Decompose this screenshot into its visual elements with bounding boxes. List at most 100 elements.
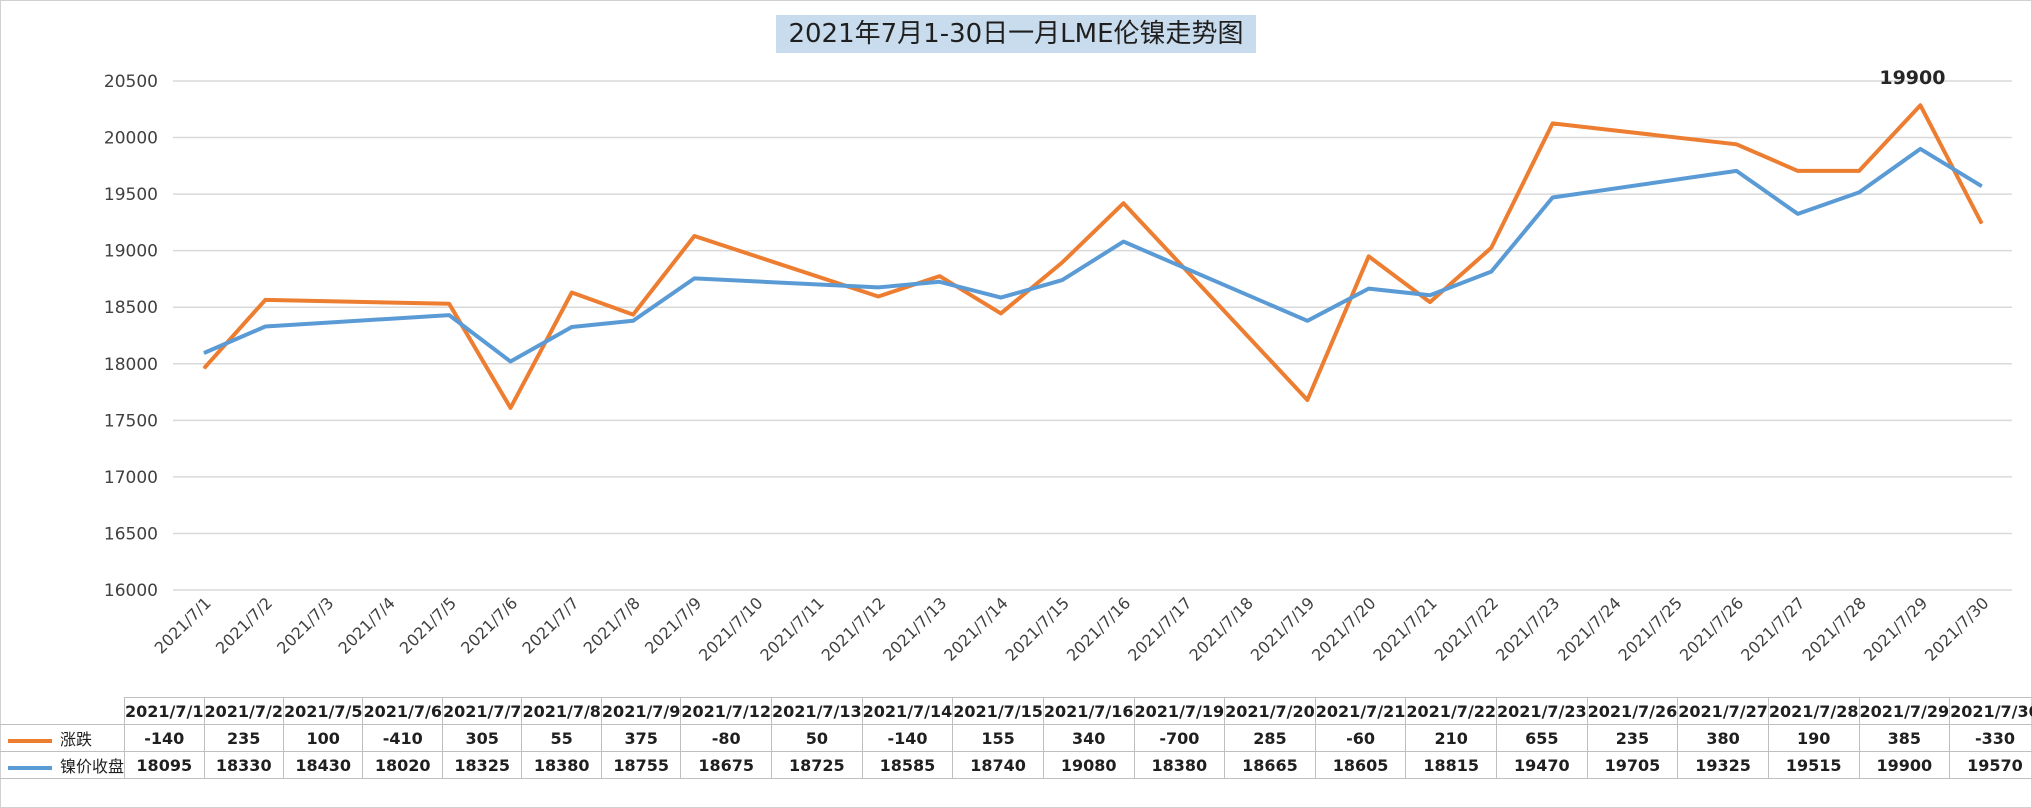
table-cell: 18605	[1314, 751, 1407, 779]
table-date-cell: 2021/7/23	[1496, 697, 1588, 725]
table-cell: 18675	[680, 751, 773, 779]
data-point	[510, 407, 511, 409]
table-cell: 50	[771, 724, 863, 752]
data-point	[571, 292, 573, 294]
table-date-cell: 2021/7/12	[680, 697, 773, 725]
series-line	[203, 146, 1983, 364]
table-cell: 18325	[441, 751, 523, 779]
data-point	[693, 235, 695, 237]
x-tick-label: 2021/7/30	[1921, 593, 1992, 664]
table-cell: 19705	[1586, 751, 1679, 779]
x-tick-label: 2021/7/27	[1737, 593, 1808, 664]
y-tick-label: 16500	[104, 524, 158, 544]
data-point	[1368, 288, 1370, 290]
series-line	[202, 103, 1984, 410]
table-cell: -140	[124, 724, 205, 752]
y-tick-label: 17000	[104, 468, 158, 488]
x-tick-label: 2021/7/15	[1002, 593, 1073, 664]
data-point	[1061, 262, 1063, 264]
x-tick-label: 2021/7/16	[1063, 593, 1134, 664]
table-cell: 18740	[952, 751, 1044, 779]
grid-lines	[173, 80, 2012, 591]
data-point	[1429, 301, 1431, 303]
legend-swatch	[8, 738, 52, 743]
data-table: 2021/7/1 2021/7/2 2021/7/5 2021/7/6 2021/7/7…	[0, 697, 2032, 779]
data-point	[448, 303, 450, 305]
data-point	[1981, 185, 1983, 187]
table-cell: -80	[680, 724, 773, 752]
table-cell: 18755	[600, 751, 682, 779]
x-tick-label: 2021/7/26	[1676, 593, 1747, 664]
y-tick-label: 20500	[104, 72, 158, 92]
data-point	[1736, 143, 1737, 145]
legend-label: 镍价收盘	[60, 757, 125, 776]
data-point	[264, 299, 266, 301]
data-point	[1919, 104, 1921, 106]
data-point	[939, 281, 941, 283]
y-tick-label: 19000	[104, 242, 158, 262]
data-point	[571, 326, 573, 328]
data-point	[1797, 170, 1799, 172]
data-point	[1000, 312, 1002, 314]
table-date-cell: 2021/7/14	[861, 697, 954, 725]
data-point	[1981, 223, 1983, 225]
table-cell: 55	[521, 724, 602, 752]
data-point	[1858, 191, 1860, 193]
table-cell: -140	[861, 724, 954, 752]
y-tick-label: 16000	[104, 581, 158, 601]
x-tick-label: 2021/7/18	[1185, 593, 1256, 664]
x-tick-label: 2021/7/2	[212, 593, 276, 657]
table-date-cell: 2021/7/16	[1042, 697, 1135, 725]
table-cell: 18585	[861, 751, 954, 779]
x-tick-label: 2021/7/24	[1553, 593, 1624, 664]
table-cell: -410	[362, 724, 443, 752]
annotations: 19900	[1879, 67, 1945, 89]
table-date-cell: 2021/7/5	[282, 697, 364, 725]
table-header-row: 2021/7/1 2021/7/2 2021/7/5 2021/7/6 2021/7/7…	[0, 697, 2032, 725]
table-cell: 19325	[1677, 751, 1769, 779]
table-cell: 19080	[1042, 751, 1135, 779]
table-cell: 210	[1405, 724, 1498, 752]
table-cell: 18725	[771, 751, 863, 779]
table-date-cell: 2021/7/9	[600, 697, 682, 725]
data-point	[632, 320, 634, 322]
table-cell: 655	[1496, 724, 1588, 752]
x-tick-label: 2021/7/8	[580, 593, 644, 657]
x-tick-label: 2021/7/20	[1308, 593, 1379, 664]
data-point	[1552, 197, 1554, 199]
chart-title: 2021年7月1-30日一月LME伦镍走势图	[776, 15, 1256, 53]
table-date-cell: 2021/7/22	[1405, 697, 1498, 725]
data-point	[1123, 202, 1124, 204]
x-tick-label: 2021/7/25	[1615, 593, 1686, 664]
data-point	[1490, 271, 1492, 273]
x-tick-label: 2021/7/12	[818, 593, 889, 664]
table-cell: 305	[441, 724, 523, 752]
data-point	[1306, 320, 1308, 322]
table-date-cell: 2021/7/6	[362, 697, 443, 725]
table-cell: 19515	[1767, 751, 1860, 779]
data-point	[448, 314, 450, 316]
table-date-cell: 2021/7/20	[1224, 697, 1316, 725]
data-point	[510, 361, 511, 363]
data-point	[203, 367, 205, 369]
table-date-cell: 2021/7/28	[1767, 697, 1860, 725]
data-point	[1429, 294, 1431, 296]
x-tick-label: 2021/7/17	[1124, 593, 1195, 664]
x-tick-label: 2021/7/13	[879, 593, 950, 664]
series-lines	[202, 103, 1984, 410]
table-date-cell: 2021/7/1	[124, 697, 205, 725]
data-point	[1000, 297, 1002, 299]
table-date-cell: 2021/7/2	[203, 697, 284, 725]
data-point	[1306, 399, 1308, 401]
y-tick-label: 19500	[104, 185, 158, 205]
table-row: 镍价收盘 18095 18330 18430 18020 18325 18380 18755…	[0, 751, 2032, 779]
x-tick-label: 2021/7/11	[756, 593, 827, 664]
table-cell: 235	[1586, 724, 1679, 752]
table-cell: 18095	[124, 751, 205, 779]
data-point	[939, 275, 941, 277]
x-tick-label: 2021/7/23	[1492, 593, 1563, 664]
data-point	[877, 286, 879, 288]
legend-item: 镍价收盘	[0, 751, 126, 779]
table-cell: 19900	[1858, 751, 1951, 779]
